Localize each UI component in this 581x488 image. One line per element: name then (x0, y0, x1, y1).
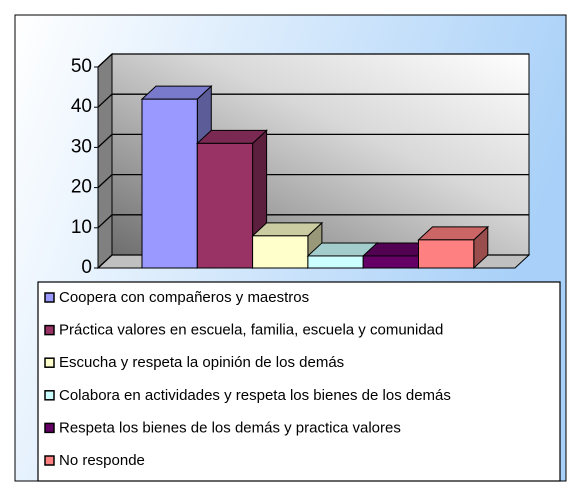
legend: Coopera con compañeros y maestros Práctic… (44, 289, 451, 469)
y-tick-label: 40 (71, 96, 92, 117)
y-tick-label: 10 (71, 217, 92, 238)
legend-swatch (44, 455, 55, 466)
grid-line (97, 214, 529, 229)
legend-swatch (44, 292, 55, 303)
y-tick-label: 20 (71, 177, 92, 198)
grid-line (97, 53, 529, 68)
y-tick-label: 0 (81, 257, 92, 278)
y-tick-label: 50 (71, 56, 92, 77)
bar (141, 98, 198, 269)
bar (252, 235, 309, 269)
y-tick-label: 30 (71, 136, 92, 157)
legend-label: Colabora en actividades y respeta los bi… (59, 387, 451, 404)
legend-swatch (44, 422, 55, 434)
legend-swatch (44, 324, 55, 336)
legend-label: Práctica valores en escuela, familia, es… (59, 322, 443, 339)
legend-swatch (44, 390, 55, 401)
legend-label: Escucha y respeta la opinión de los demá… (59, 354, 344, 371)
legend-label: Coopera con compañeros y maestros (59, 289, 309, 306)
bar (196, 142, 254, 269)
bar (418, 239, 475, 269)
grid-line (97, 173, 529, 189)
legend-label: Respeta los bienes de los demás y practi… (59, 419, 401, 436)
grid-line (97, 133, 529, 148)
legend-label: No responde (59, 452, 145, 469)
left-wall (97, 52, 113, 270)
grid-line (97, 93, 529, 108)
bar (307, 255, 364, 269)
legend-box (37, 281, 561, 482)
bar (362, 255, 420, 269)
plot: 0 10 20 30 40 50 (71, 52, 531, 278)
legend-swatch (44, 357, 55, 368)
